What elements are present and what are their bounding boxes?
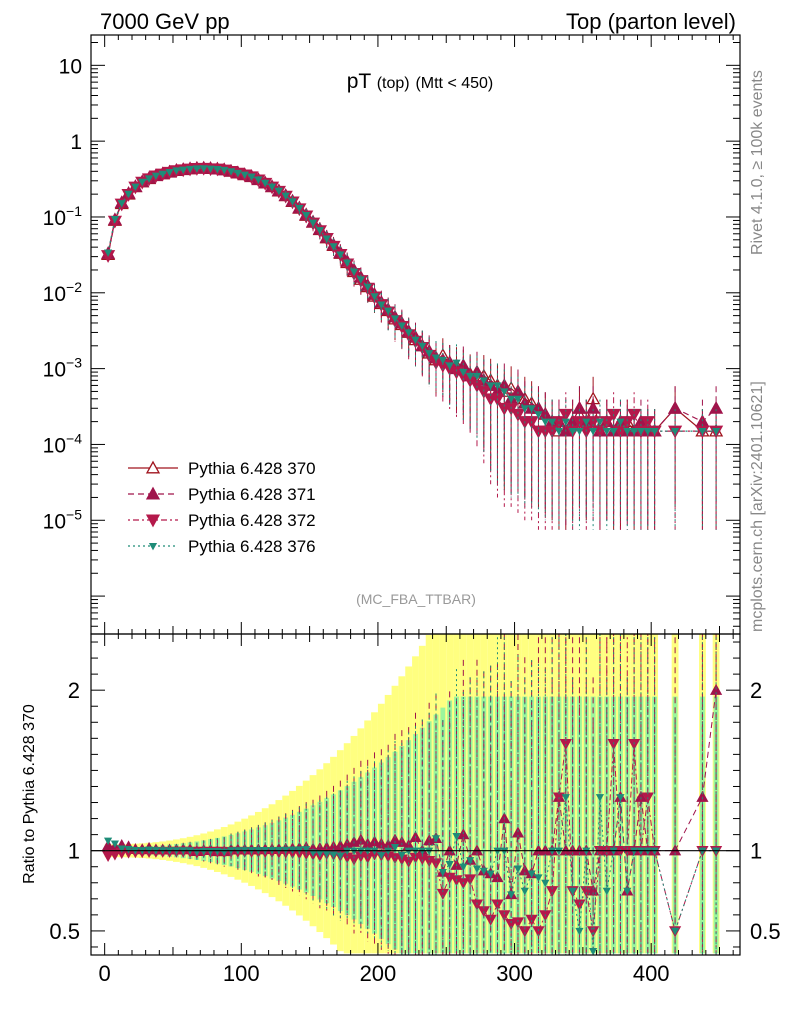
- data-marker: [370, 293, 379, 301]
- band-green: [467, 696, 473, 954]
- ratio-y-tick-label: 2: [68, 678, 80, 703]
- analysis-tag: (MC_FBA_TTBAR): [356, 591, 476, 607]
- series-line: [107, 167, 717, 433]
- y-tick-label: 10−1: [43, 203, 83, 230]
- main-title: pT (top) (Mtt < 450): [347, 70, 494, 93]
- data-marker: [124, 190, 133, 199]
- y-tick-label: 10−4: [43, 430, 83, 457]
- ratio-frame: [90, 633, 741, 956]
- x-tick-label: 300: [496, 961, 533, 986]
- y-tick-label: 10: [59, 55, 82, 78]
- data-marker: [670, 927, 680, 936]
- data-marker: [568, 428, 577, 436]
- title-sub1: (top): [377, 75, 410, 92]
- y-tick-label: 10−2: [43, 279, 83, 306]
- data-marker: [527, 870, 536, 878]
- x-tick-label: 400: [633, 961, 670, 986]
- data-marker: [148, 542, 158, 551]
- data-marker: [520, 887, 529, 896]
- data-marker: [466, 857, 475, 865]
- ratio-y-tick-label: 1: [68, 839, 80, 864]
- y-tick-label: 10−5: [43, 506, 83, 533]
- y-tick-label: 1: [70, 131, 82, 154]
- data-marker: [513, 395, 523, 404]
- x-tick-label: 0: [99, 961, 111, 986]
- axes: 0 100 200 300 400 10 1 10−1 10−2 10−3 10−4 10−5 2 2 1 1…: [43, 34, 781, 986]
- data-marker: [470, 899, 484, 911]
- x-tick-label: 200: [360, 961, 397, 986]
- x-tick-label: 100: [223, 961, 260, 986]
- header-right: Top (parton level): [566, 9, 736, 34]
- data-marker: [532, 926, 545, 938]
- data-marker: [431, 835, 441, 843]
- data-marker: [145, 514, 161, 528]
- data-marker: [274, 187, 283, 196]
- legend-label: Pythia 6.428 371: [188, 485, 316, 504]
- data-marker: [445, 861, 454, 869]
- main-series-layer: [100, 160, 724, 530]
- data-marker: [587, 926, 600, 938]
- data-marker: [101, 851, 115, 863]
- legend-label: Pythia 6.428 372: [188, 511, 316, 530]
- data-marker: [464, 874, 477, 886]
- data-marker: [131, 183, 140, 192]
- title-main: pT: [347, 70, 372, 93]
- data-marker: [101, 839, 115, 851]
- data-marker: [486, 870, 495, 878]
- data-marker: [575, 428, 584, 436]
- series-line: [107, 167, 717, 433]
- data-marker: [575, 927, 584, 936]
- data-marker: [589, 428, 598, 436]
- data-marker: [343, 259, 352, 267]
- ratio-y-tick-label-right: 0.5: [750, 919, 781, 944]
- ratio-series-line: [107, 797, 717, 952]
- data-marker: [110, 215, 120, 224]
- svg-text:pT (top) (Mtt < 45: pT (top) (Mtt < 450): [347, 70, 494, 93]
- header-left: 7000 GeV pp: [100, 9, 230, 34]
- data-marker: [602, 887, 611, 896]
- legend-label: Pythia 6.428 370: [188, 459, 316, 478]
- data-marker: [551, 416, 567, 429]
- data-marker: [554, 428, 564, 436]
- ratio-y-tick-label-right: 1: [750, 839, 762, 864]
- data-marker: [103, 249, 113, 257]
- y-tick-label: 10−3: [43, 355, 83, 382]
- data-marker: [518, 864, 531, 876]
- ratio-series-layer: [101, 634, 723, 956]
- data-marker: [561, 794, 570, 802]
- data-marker: [484, 914, 497, 926]
- ratio-y-tick-label-right: 2: [750, 678, 762, 703]
- data-marker: [145, 486, 161, 500]
- data-marker: [620, 416, 635, 429]
- data-marker: [145, 460, 161, 474]
- ratio-ylabel: Ratio to Pythia 6.428 370: [21, 704, 38, 884]
- legend: Pythia 6.428 370 Pythia 6.428 371 Pythia 6…: [128, 459, 316, 556]
- series-line: [107, 167, 717, 433]
- side-rivet-text: Rivet 4.1.0, ≥ 100k events: [749, 70, 766, 255]
- legend-label: Pythia 6.428 376: [188, 537, 316, 556]
- side-mcplots-text: mcplots.cern.ch [arXiv:2401.10621]: [749, 381, 766, 632]
- series-line: [107, 167, 717, 433]
- data-marker: [708, 400, 724, 414]
- data-marker: [452, 833, 461, 841]
- title-sub2: (Mtt < 450): [415, 75, 493, 92]
- ratio-y-tick-label: 0.5: [49, 919, 80, 944]
